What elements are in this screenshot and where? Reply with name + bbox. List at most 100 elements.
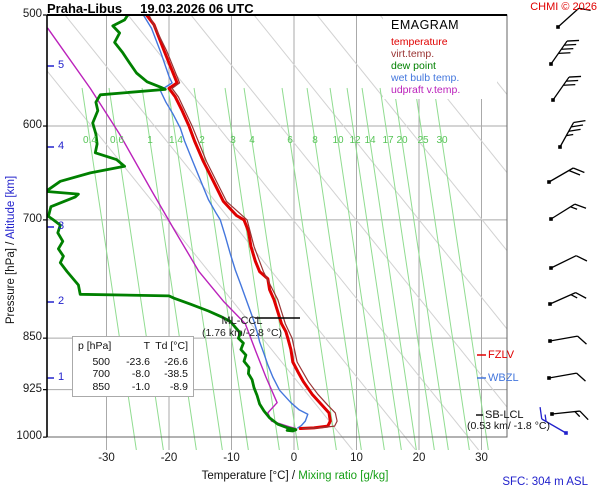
legend-item: temperature (391, 36, 448, 48)
altitude-tick-label: 1 (58, 371, 65, 383)
wind-barb (549, 203, 587, 221)
table-cell: -8.9 (169, 380, 188, 393)
legend-item: udpraft v.temp. (391, 84, 461, 96)
x-axis-label: Temperature [°C] / Mixing ratio [g/kg] (130, 470, 460, 482)
pressure-tick-label: 850 (22, 331, 42, 344)
temp-tick-label: 30 (475, 452, 488, 464)
temp-tick-label: 0 (290, 452, 298, 464)
wbzl-label: WBZL (488, 372, 519, 384)
mixing-ratio-label: 0.6 (110, 135, 124, 146)
level-markers (255, 317, 486, 416)
table-header-cell: p [hPa] (78, 340, 112, 352)
table-row: 850 -1.0 -8.9 (78, 381, 188, 394)
legend: EMAGRAM temperature virt.temp. dew point we… (383, 16, 497, 99)
altitude-tick-label: 2 (58, 295, 65, 307)
table-cell: 500 (92, 355, 110, 368)
legend-items: temperature virt.temp. dew point wet bulb t… (391, 36, 493, 96)
wind-barb (558, 119, 586, 149)
mixing-ratio-label: 2 (199, 135, 205, 146)
mixing-ratio-label: 12 (349, 135, 361, 146)
legend-item: wet bulb temp. (391, 72, 460, 84)
temp-tick-label: 10 (350, 452, 363, 464)
wind-barb (539, 407, 568, 435)
table-cell: -23.6 (126, 355, 150, 368)
plot-border (46, 14, 508, 438)
mixing-ratio-label: 1.4 (169, 135, 183, 146)
x-axis-label-separator: / (288, 470, 299, 482)
pressure-tick-label: 1000 (16, 430, 42, 443)
table-cell: -1.0 (131, 380, 150, 393)
table-cell: -8.0 (131, 368, 150, 380)
mixing-ratio-label: 8 (312, 135, 318, 146)
pressure-tick-label: 500 (22, 8, 42, 20)
sb-lcl-label: SB-LCL (485, 409, 524, 421)
temp-tick-label: -30 (98, 452, 115, 464)
table-cell: 700 (92, 368, 110, 380)
wind-barb (551, 75, 582, 102)
y-axis-label: Pressure [hPa] / Altitude [km] (5, 176, 17, 324)
data-table: p [hPa] T Td [°C] 500 -23.6 -26.6 700 -8.0 -38.… (72, 336, 194, 397)
table-row: 500 -23.6 -26.6 (78, 356, 188, 369)
table-cell: 850 (92, 380, 110, 393)
curve-temperature (145, 15, 332, 430)
wind-barb (547, 167, 585, 184)
legend-title: EMAGRAM (391, 18, 460, 32)
temp-tick-label: -20 (160, 452, 178, 464)
temp-tick-label: -10 (223, 452, 240, 464)
mixing-ratio-label: 17 (382, 135, 394, 146)
ml-ccl-detail: (1.76 km/-2.8 °C) (201, 327, 283, 339)
wind-barbs (539, 7, 591, 435)
ml-ccl-label: ML-CCL (221, 315, 263, 327)
axis-ticks (43, 14, 54, 438)
curve-dew-point (47, 15, 298, 433)
mixing-ratio-label: 25 (417, 135, 429, 146)
table-rows: 500 -23.6 -26.6 700 -8.0 -38.5 850 -1.0 -8.9 (78, 356, 188, 394)
mixing-ratio-label: 14 (364, 135, 376, 146)
wind-barb (547, 372, 586, 382)
mixing-ratio-label: 10 (332, 135, 344, 146)
page-title: Praha-Libus 19.03.2026 06 UTC (47, 1, 254, 16)
table-row: 700 -8.0 -38.5 (78, 368, 188, 381)
curve-virt-temp- (148, 15, 338, 430)
table-cell: -38.5 (164, 368, 188, 380)
sb-lcl-detail: (0.53 km/ -1.8 °C) (467, 420, 550, 432)
y-axis-label-altitude: Altitude [km] (5, 175, 17, 240)
mixing-ratio-lines (81, 87, 489, 450)
legend-item: virt.temp. (391, 48, 435, 60)
altitude-tick-label: 4 (58, 140, 65, 152)
x-axis-label-mixing-ratio: Mixing ratio [g/kg] (298, 470, 389, 482)
wind-barb (550, 410, 589, 421)
pressure-tick-label: 925 (22, 382, 42, 395)
wind-barb (549, 39, 580, 66)
mixing-ratio-label: 3 (230, 135, 236, 146)
table-header: p [hPa] T Td [°C] (78, 340, 188, 353)
table-header-cell: Td [°C] (155, 340, 188, 352)
sfc-label: SFC: 304 m ASL (502, 476, 588, 488)
mixing-ratio-label: 0.4 (83, 135, 97, 146)
curve-wet-bulb-temp- (142, 15, 309, 429)
copyright-label: CHMI © 2026 (530, 1, 597, 13)
wind-barb (548, 335, 587, 345)
wind-barb (556, 7, 591, 29)
sounding-curves (47, 15, 338, 433)
sounding-datetime: 19.03.2026 06 UTC (140, 1, 254, 16)
legend-item: dew point (391, 60, 436, 72)
y-axis-label-pressure: Pressure [hPa] (5, 248, 17, 325)
y-axis-label-separator: / (5, 239, 17, 249)
temp-tick-label: 20 (412, 452, 426, 464)
pressure-tick-label: 600 (22, 119, 42, 132)
station-name: Praha-Libus (47, 1, 123, 16)
mixing-ratio-label: 30 (436, 135, 448, 146)
wind-barb (549, 255, 588, 270)
fzlv-label: FZLV (488, 349, 515, 361)
x-axis-label-temperature: Temperature [°C] (201, 470, 289, 482)
table-cell: -26.6 (164, 355, 188, 368)
mixing-ratio-label: 1 (147, 135, 153, 146)
pressure-tick-label: 700 (22, 212, 42, 225)
mixing-ratio-label: 4 (249, 135, 255, 146)
altitude-tick-label: 3 (58, 220, 65, 232)
altitude-tick-label: 5 (58, 59, 65, 71)
table-header-cell: T (143, 340, 150, 352)
